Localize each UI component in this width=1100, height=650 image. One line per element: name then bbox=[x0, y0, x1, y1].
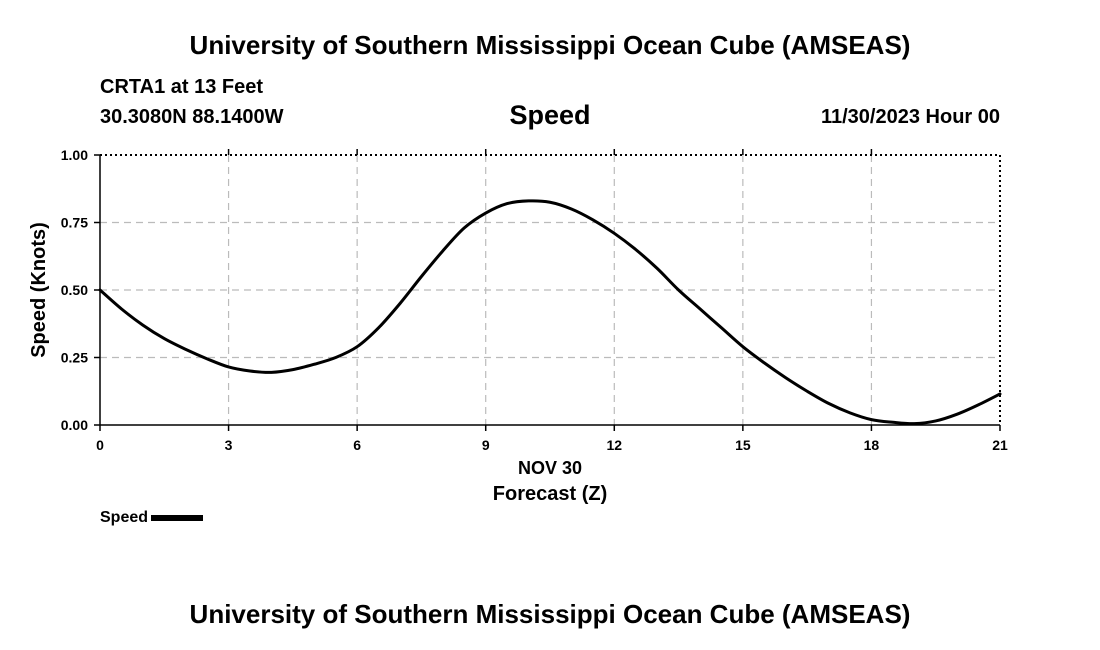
speed-series-line bbox=[98, 199, 1002, 426]
main-title: University of Southern Mississippi Ocean… bbox=[189, 30, 911, 60]
x-tick-label: 3 bbox=[225, 437, 233, 453]
chart-title: Speed bbox=[509, 100, 591, 130]
x-tick-label: 21 bbox=[992, 437, 1008, 453]
x-tick-label: 6 bbox=[353, 437, 361, 453]
axis-layer: 0 3 6 9 12 15 18 21 0.00 0.25 0.50 0.75 1.00 NOV 30 Fo… bbox=[28, 147, 1008, 505]
grid-layer bbox=[100, 155, 1000, 425]
station-label: CRTA1 at 13 Feet bbox=[100, 76, 264, 98]
y-axis-label: Speed (Knots) bbox=[28, 222, 50, 358]
footer-title: University of Southern Mississippi Ocean… bbox=[189, 599, 911, 629]
legend-label-speed: Speed bbox=[100, 509, 149, 526]
x-tick-label: 12 bbox=[606, 437, 622, 453]
x-tick-label: 15 bbox=[735, 437, 751, 453]
y-tick-label: 0.50 bbox=[61, 282, 88, 298]
legend-swatch-speed bbox=[151, 515, 204, 521]
y-tick-label: 0.00 bbox=[61, 417, 88, 433]
y-tick-label: 0.25 bbox=[61, 350, 88, 366]
x-tick-label: 0 bbox=[96, 437, 104, 453]
coordinates-label: 30.3080N 88.1400W bbox=[100, 106, 284, 128]
x-date-label: NOV 30 bbox=[518, 458, 582, 478]
legend: Speed bbox=[100, 509, 204, 527]
y-tick-label: 1.00 bbox=[61, 147, 88, 163]
forecast-datetime: 11/30/2023 Hour 00 bbox=[820, 106, 1000, 128]
x-tick-label: 9 bbox=[482, 437, 490, 453]
y-tick-label: 0.75 bbox=[61, 215, 88, 231]
x-tick-label: 18 bbox=[864, 437, 880, 453]
x-axis-label: Forecast (Z) bbox=[493, 483, 607, 505]
